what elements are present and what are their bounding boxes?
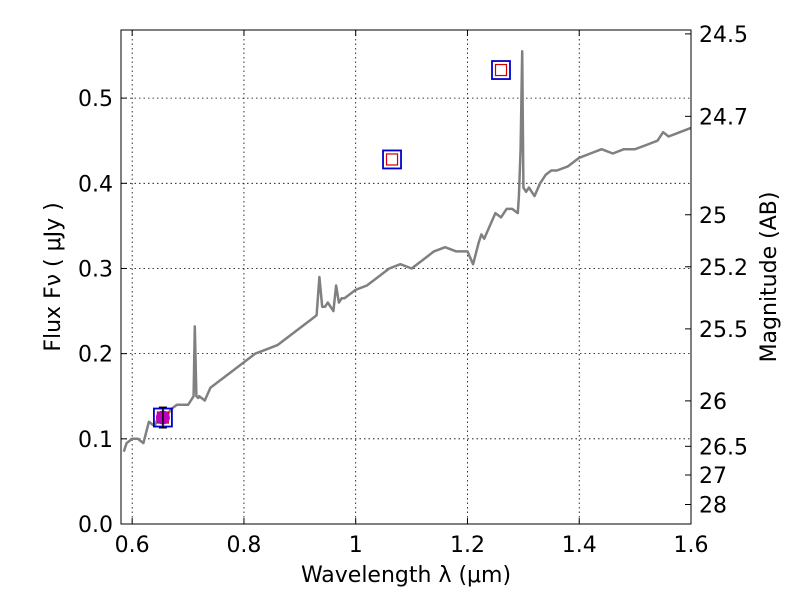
right-axis-ticks: 24.5 24.7 25 25.2 25.5 26 26.5 27 28	[685, 23, 748, 518]
right-tick-label: 25.2	[699, 256, 748, 281]
right-tick-label: 24.5	[699, 23, 748, 48]
photometry-square-inner	[494, 63, 508, 77]
x-axis-label: Wavelength λ (μm)	[301, 563, 511, 588]
x-axis-ticks: 0.6 0.8 1 1.2 1.4 1.6	[115, 30, 709, 558]
y-tick-label: 0.1	[78, 428, 113, 453]
photometry-square-inner	[385, 153, 399, 166]
x-tick-label: 1.6	[674, 533, 709, 558]
photometry-square-outer	[491, 60, 511, 80]
right-tick-label: 28	[699, 493, 727, 518]
right-tick-label: 27	[699, 464, 727, 489]
x-tick-label: 0.6	[115, 533, 150, 558]
plot-frame	[120, 29, 692, 525]
y-tick-label: 0.4	[78, 172, 113, 197]
y-tick-label: 0.5	[78, 87, 113, 112]
x-tick-label: 0.8	[226, 533, 261, 558]
y-tick-label: 0.3	[78, 257, 113, 282]
y-axis-ticks: 0.0 0.1 0.2 0.3 0.4 0.5	[78, 87, 127, 538]
y-tick-label: 0.0	[78, 513, 113, 538]
right-tick-label: 25	[699, 204, 727, 229]
spectrum-line	[122, 50, 692, 452]
x-tick-label: 1.4	[562, 533, 597, 558]
x-tick-label: 1	[349, 533, 363, 558]
grid-layer	[121, 30, 692, 524]
photometry-square-outer	[382, 149, 402, 170]
right-tick-label: 26	[699, 390, 727, 415]
right-tick-label: 26.5	[699, 435, 748, 460]
series-layer	[122, 50, 692, 452]
right-tick-label: 25.5	[699, 318, 748, 343]
x-tick-label: 1.2	[450, 533, 485, 558]
right-tick-label: 24.7	[699, 105, 748, 130]
y-axis-label: Flux Fν ( μJy )	[41, 202, 66, 351]
right-axis-label: Magnitude (AB)	[757, 192, 782, 363]
y-tick-label: 0.2	[78, 343, 113, 368]
marker-layer	[153, 60, 511, 429]
